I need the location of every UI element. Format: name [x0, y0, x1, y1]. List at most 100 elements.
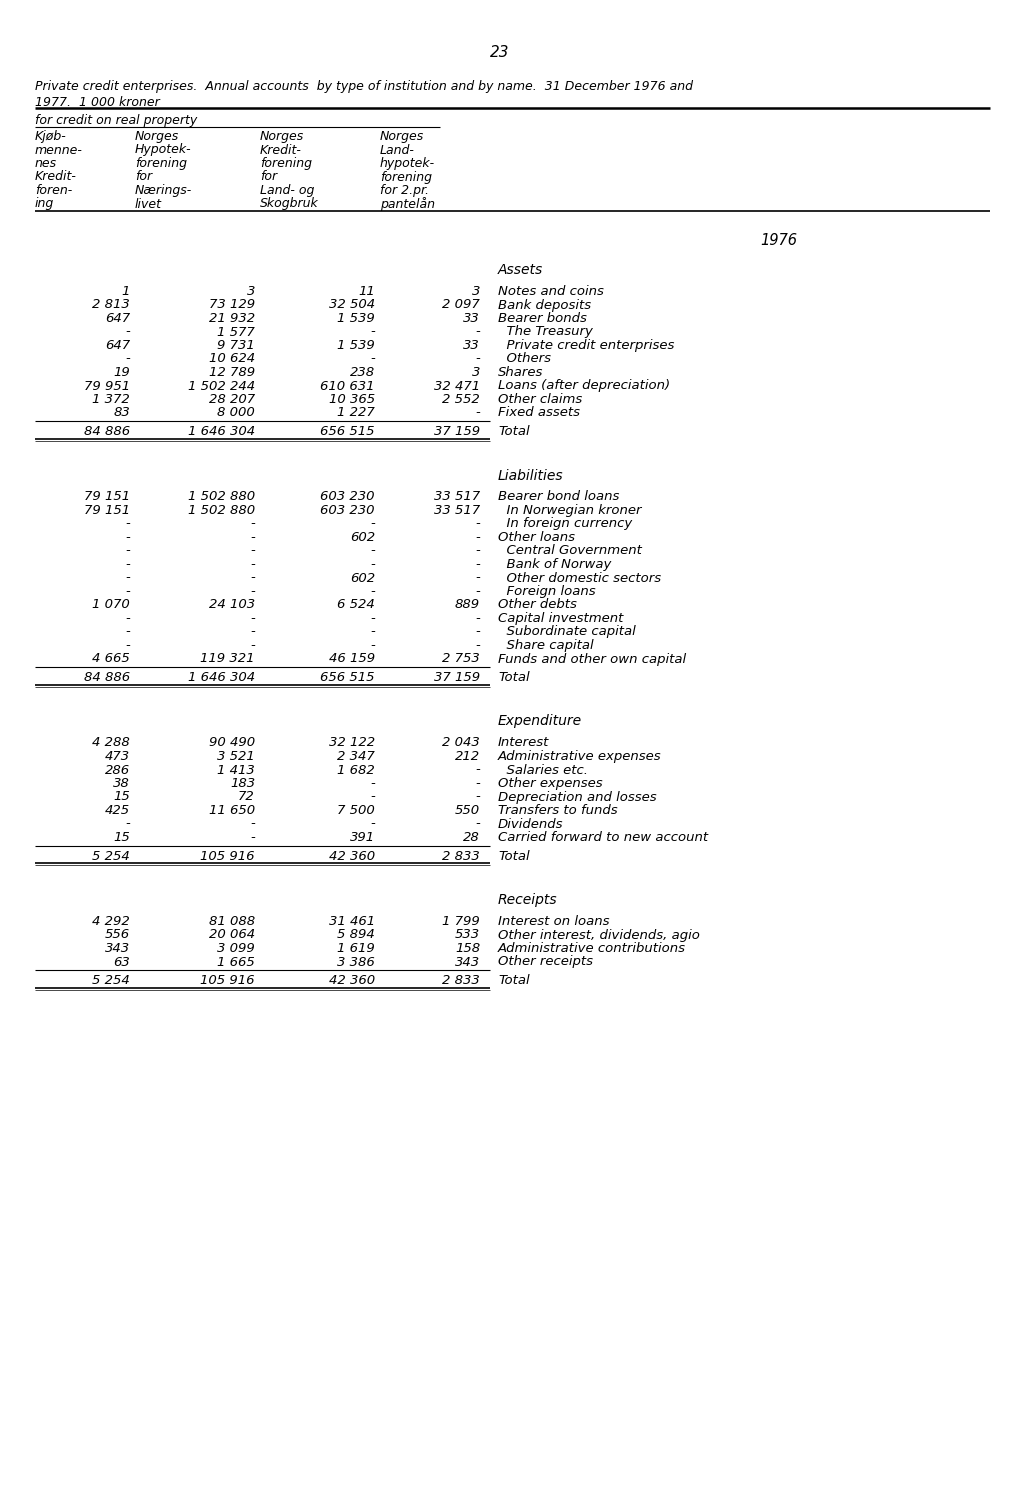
Text: 647: 647 — [104, 339, 130, 352]
Text: Norges: Norges — [260, 130, 304, 143]
Text: 3: 3 — [247, 285, 255, 298]
Text: 8 000: 8 000 — [217, 406, 255, 419]
Text: 37 159: 37 159 — [434, 671, 480, 683]
Text: 610 631: 610 631 — [321, 379, 375, 392]
Text: 11: 11 — [358, 285, 375, 298]
Text: 105 916: 105 916 — [201, 849, 255, 862]
Text: -: - — [475, 352, 480, 366]
Text: 6 524: 6 524 — [337, 598, 375, 612]
Text: 79 951: 79 951 — [84, 379, 130, 392]
Text: 9 731: 9 731 — [217, 339, 255, 352]
Text: 647: 647 — [104, 312, 130, 325]
Text: 63: 63 — [114, 955, 130, 968]
Text: -: - — [125, 639, 130, 652]
Text: 2 552: 2 552 — [442, 392, 480, 406]
Text: 343: 343 — [455, 955, 480, 968]
Text: 473: 473 — [104, 750, 130, 762]
Text: 3 386: 3 386 — [337, 955, 375, 968]
Text: 90 490: 90 490 — [209, 737, 255, 749]
Text: 33 517: 33 517 — [434, 491, 480, 503]
Text: -: - — [125, 325, 130, 339]
Text: 33 517: 33 517 — [434, 504, 480, 518]
Text: 212: 212 — [455, 750, 480, 762]
Text: Salaries etc.: Salaries etc. — [498, 764, 588, 776]
Text: -: - — [371, 625, 375, 639]
Text: -: - — [125, 625, 130, 639]
Text: livet: livet — [135, 197, 162, 210]
Text: 2 813: 2 813 — [92, 298, 130, 312]
Text: foren-: foren- — [35, 184, 73, 197]
Text: Interest on loans: Interest on loans — [498, 915, 609, 928]
Text: -: - — [475, 639, 480, 652]
Text: Land- og: Land- og — [260, 184, 314, 197]
Text: -: - — [475, 558, 480, 571]
Text: -: - — [475, 818, 480, 831]
Text: 73 129: 73 129 — [209, 298, 255, 312]
Text: Private credit enterprises.  Annual accounts  by type of institution and by name: Private credit enterprises. Annual accou… — [35, 81, 693, 93]
Text: Funds and other own capital: Funds and other own capital — [498, 652, 686, 665]
Text: 84 886: 84 886 — [84, 671, 130, 683]
Text: Dividends: Dividends — [498, 818, 563, 831]
Text: Capital investment: Capital investment — [498, 612, 624, 625]
Text: 23: 23 — [490, 45, 510, 60]
Text: -: - — [475, 777, 480, 789]
Text: 1 646 304: 1 646 304 — [187, 425, 255, 439]
Text: Administrative expenses: Administrative expenses — [498, 750, 662, 762]
Text: -: - — [475, 764, 480, 776]
Text: -: - — [125, 818, 130, 831]
Text: hypotek-: hypotek- — [380, 157, 435, 170]
Text: -: - — [250, 571, 255, 585]
Text: 10 365: 10 365 — [329, 392, 375, 406]
Text: -: - — [475, 612, 480, 625]
Text: Kredit-: Kredit- — [35, 170, 77, 184]
Text: -: - — [250, 639, 255, 652]
Text: for 2.pr.: for 2.pr. — [380, 184, 429, 197]
Text: -: - — [371, 558, 375, 571]
Text: 602: 602 — [350, 571, 375, 585]
Text: 19: 19 — [114, 366, 130, 379]
Text: -: - — [250, 545, 255, 558]
Text: Bearer bond loans: Bearer bond loans — [498, 491, 620, 503]
Text: forening: forening — [260, 157, 312, 170]
Text: -: - — [250, 612, 255, 625]
Text: Other receipts: Other receipts — [498, 955, 593, 968]
Text: for: for — [260, 170, 278, 184]
Text: 10 624: 10 624 — [209, 352, 255, 366]
Text: 1 070: 1 070 — [92, 598, 130, 612]
Text: forening: forening — [135, 157, 187, 170]
Text: 33: 33 — [463, 312, 480, 325]
Text: 3: 3 — [472, 366, 480, 379]
Text: 4 288: 4 288 — [92, 737, 130, 749]
Text: Subordinate capital: Subordinate capital — [498, 625, 636, 639]
Text: -: - — [475, 545, 480, 558]
Text: 556: 556 — [104, 928, 130, 941]
Text: Other claims: Other claims — [498, 392, 583, 406]
Text: Total: Total — [498, 425, 529, 439]
Text: 1 665: 1 665 — [217, 955, 255, 968]
Text: -: - — [250, 531, 255, 545]
Text: Bearer bonds: Bearer bonds — [498, 312, 587, 325]
Text: Others: Others — [498, 352, 551, 366]
Text: 603 230: 603 230 — [321, 504, 375, 518]
Text: -: - — [371, 612, 375, 625]
Text: 119 321: 119 321 — [201, 652, 255, 665]
Text: 37 159: 37 159 — [434, 425, 480, 439]
Text: Total: Total — [498, 974, 529, 988]
Text: 3 099: 3 099 — [217, 941, 255, 955]
Text: 343: 343 — [104, 941, 130, 955]
Text: 238: 238 — [350, 366, 375, 379]
Text: -: - — [250, 558, 255, 571]
Text: 3: 3 — [472, 285, 480, 298]
Text: 32 504: 32 504 — [329, 298, 375, 312]
Text: 158: 158 — [455, 941, 480, 955]
Text: 15: 15 — [114, 831, 130, 844]
Text: 5 894: 5 894 — [337, 928, 375, 941]
Text: 84 886: 84 886 — [84, 425, 130, 439]
Text: Central Government: Central Government — [498, 545, 642, 558]
Text: 1 502 880: 1 502 880 — [187, 504, 255, 518]
Text: 2 097: 2 097 — [442, 298, 480, 312]
Text: 5 254: 5 254 — [92, 849, 130, 862]
Text: 83: 83 — [114, 406, 130, 419]
Text: The Treasury: The Treasury — [498, 325, 593, 339]
Text: Share capital: Share capital — [498, 639, 594, 652]
